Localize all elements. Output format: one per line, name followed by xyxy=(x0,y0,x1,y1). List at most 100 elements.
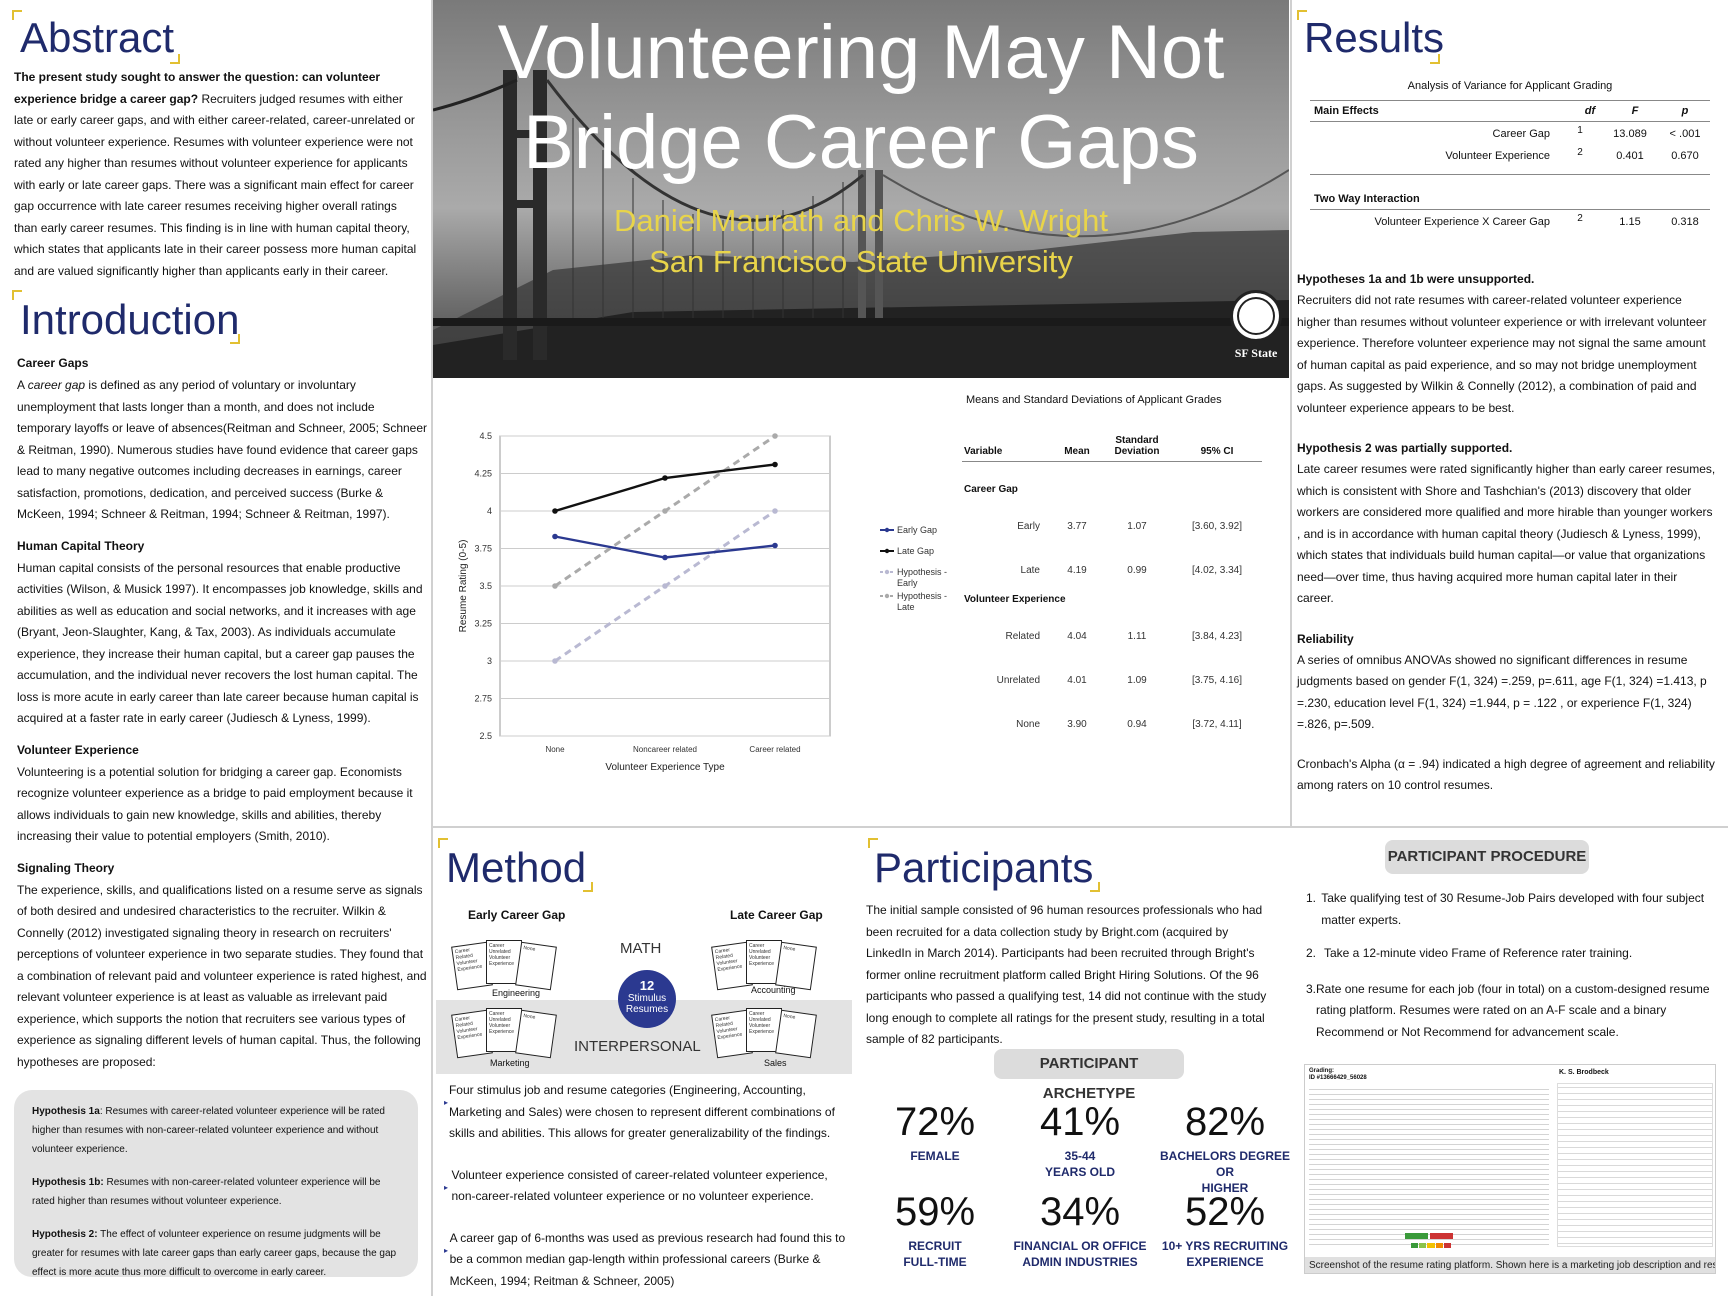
col-f: F xyxy=(1631,105,1639,117)
legend-label: Early Gap xyxy=(897,525,938,535)
interaction-f: 1.15 xyxy=(1619,216,1641,228)
results-chart: 2.5 2.75 3 3.25 3.5 3.75 4 4.25 4.5 None Noncareer… xyxy=(440,420,850,780)
data-point xyxy=(552,533,558,540)
hypothesis-2-text: The effect of volunteer experience on re… xyxy=(32,1229,397,1278)
resume-text-lines xyxy=(1557,1083,1713,1247)
marketing-label: Marketing xyxy=(490,1058,530,1068)
bullet-1-icon: ▸ xyxy=(444,1098,449,1107)
data-point xyxy=(662,475,668,481)
x-tick-label: Noncareer related xyxy=(633,745,697,754)
anova-cell: 1 xyxy=(1577,125,1583,136)
engineering-label: Engineering xyxy=(492,988,541,998)
stat-label-line-1: FINANCIAL OR OFFICE xyxy=(1013,1239,1147,1253)
stat-label-line-2: ADMIN INDUSTRIES xyxy=(1022,1255,1138,1269)
screenshot-grading-label: Grading: xyxy=(1309,1068,1334,1074)
procedure-step-3: Rate one resume for each job (four in to… xyxy=(1316,981,1710,1039)
col-ci: 95% CI xyxy=(1200,446,1234,457)
accounting-label: Accounting xyxy=(751,985,796,995)
stat-label-line-2: YEARS OLD xyxy=(1044,1165,1115,1179)
abstract-heading: Abstract xyxy=(20,14,175,61)
introduction-heading: Introduction xyxy=(20,296,240,343)
resume-card: None xyxy=(515,941,557,991)
career-gaps-title: Career Gaps xyxy=(17,356,89,370)
legend-label: Late Gap xyxy=(897,546,935,556)
stat-label-line-2: HIGHER xyxy=(1201,1181,1249,1195)
method-bullet-3: A career gap of 6-months was used as pre… xyxy=(449,1230,846,1288)
stat-label-line-1: 10+ YRS RECRUITING xyxy=(1161,1239,1289,1253)
career-gaps-text-a: A xyxy=(17,378,28,392)
hypothesis-1b-label: Hypothesis 1b: xyxy=(32,1177,104,1188)
series-line xyxy=(554,463,776,513)
screenshot-id: ID #13666429_56028 xyxy=(1309,1075,1367,1081)
grade-scale xyxy=(1411,1243,1452,1248)
hypothesis-1b-text: Resumes with non-career-related voluntee… xyxy=(32,1177,381,1207)
means-row: Early 3.77 1.07 [3.60, 3.92] xyxy=(962,521,1262,532)
means-row: Late 4.19 0.99 [4.02, 3.34] xyxy=(962,565,1262,576)
means-cell: 0.94 xyxy=(1127,719,1147,730)
data-point xyxy=(772,508,778,514)
col-sd: Standard Deviation xyxy=(1114,435,1160,457)
anova-cell: 0.670 xyxy=(1671,150,1699,162)
col-mean: Mean xyxy=(1064,446,1090,457)
method-bullet-2: Volunteer experience consisted of career… xyxy=(451,1167,828,1204)
h1-result-title: Hypotheses 1a and 1b were unsupported. xyxy=(1297,272,1535,286)
resume-card: None xyxy=(775,941,817,991)
stat-percent: 34% xyxy=(1039,1190,1121,1234)
procedure-step-2: Take a 12-minute video Frame of Referenc… xyxy=(1324,946,1633,960)
step-2-number: 2. xyxy=(1306,946,1317,960)
legend-item: Hypothesis - Early xyxy=(880,567,960,589)
x-tick-label: Career related xyxy=(749,745,800,754)
resume-card: None xyxy=(775,1009,817,1059)
legend-item: Hypothesis - Late xyxy=(880,591,960,613)
stimulus-text-1: Stimulus xyxy=(627,993,667,1004)
job-description-text-lines xyxy=(1309,1087,1549,1247)
anova-cell: 13.089 xyxy=(1613,128,1647,140)
poster-title-line-1: Volunteering May Not xyxy=(497,10,1225,95)
y-tick-label: 4.5 xyxy=(479,431,492,441)
y-tick-label: 2.75 xyxy=(474,694,492,704)
early-career-gap-label: Early Career Gap xyxy=(468,908,566,922)
main-effects-label: Main Effects xyxy=(1314,105,1379,117)
means-cell: [3.75, 4.16] xyxy=(1191,675,1243,686)
stat-label-line-1: 35-44 xyxy=(1064,1149,1096,1163)
anova-row: Career Gap 1 13.089 < .001 xyxy=(1310,125,1710,140)
hypothesis-2-label: Hypothesis 2: xyxy=(32,1229,98,1240)
series-line xyxy=(554,535,776,559)
col-p: p xyxy=(1681,105,1689,117)
h2-result-title: Hypothesis 2 was partially supported. xyxy=(1297,441,1513,455)
means-row: Unrelated 4.01 1.09 [3.75, 4.16] xyxy=(962,675,1262,686)
stat-label-line-1: FEMALE xyxy=(910,1149,960,1163)
h2-result-text: Late career resumes were rated significa… xyxy=(1297,462,1716,605)
stat-percent: 41% xyxy=(1039,1100,1121,1144)
stat-percent: 59% xyxy=(894,1190,976,1234)
poster-title-line-2: Bridge Career Gaps xyxy=(523,100,1199,185)
means-cell: Unrelated xyxy=(996,675,1040,686)
method-heading: Method xyxy=(446,844,587,891)
participant-archetype-label: PARTICIPANT ARCHETYPE xyxy=(994,1049,1184,1102)
hypothesis-1a-text: : Resumes with career-related volunteer … xyxy=(32,1106,385,1155)
stat-label: BACHELORS DEGREE OR HIGHER xyxy=(1150,1148,1300,1196)
legend-item: Late Gap xyxy=(880,546,960,557)
means-cell: 1.11 xyxy=(1127,631,1147,642)
y-tick-label: 3.5 xyxy=(479,581,492,591)
h1-result-text: Recruiters did not rate resumes with car… xyxy=(1297,293,1707,415)
late-career-gap-label: Late Career Gap xyxy=(730,908,823,922)
means-cell: Late xyxy=(1020,565,1040,576)
means-cell: [3.84, 4.23] xyxy=(1191,631,1243,642)
stat-label-line-2: FULL-TIME xyxy=(903,1255,967,1269)
data-point xyxy=(552,658,558,664)
resume-card: Career Unrelated Volunteer Experience xyxy=(746,1008,782,1052)
stimulus-resumes-circle: 12 Stimulus Resumes xyxy=(618,970,676,1028)
means-cell: 3.77 xyxy=(1067,521,1087,532)
bullet-2-icon: ▸ xyxy=(444,1182,449,1192)
means-table: Means and Standard Deviations of Applica… xyxy=(962,394,1262,730)
screenshot-resume-name: K. S. Brodbeck xyxy=(1559,1069,1609,1076)
y-tick-label: 3.25 xyxy=(474,619,492,629)
resume-card: Career Unrelated Volunteer Experience xyxy=(486,940,522,984)
university-seal-icon xyxy=(1230,290,1282,342)
legend-label: Hypothesis - Early xyxy=(897,567,948,588)
interpersonal-label: INTERPERSONAL xyxy=(574,1038,701,1055)
means-cell: [3.72, 4.11] xyxy=(1192,719,1242,730)
reliability-text: A series of omnibus ANOVAs showed no sig… xyxy=(1297,652,1707,732)
stat-label: FINANCIAL OR OFFICE ADMIN INDUSTRIES xyxy=(1005,1238,1155,1270)
